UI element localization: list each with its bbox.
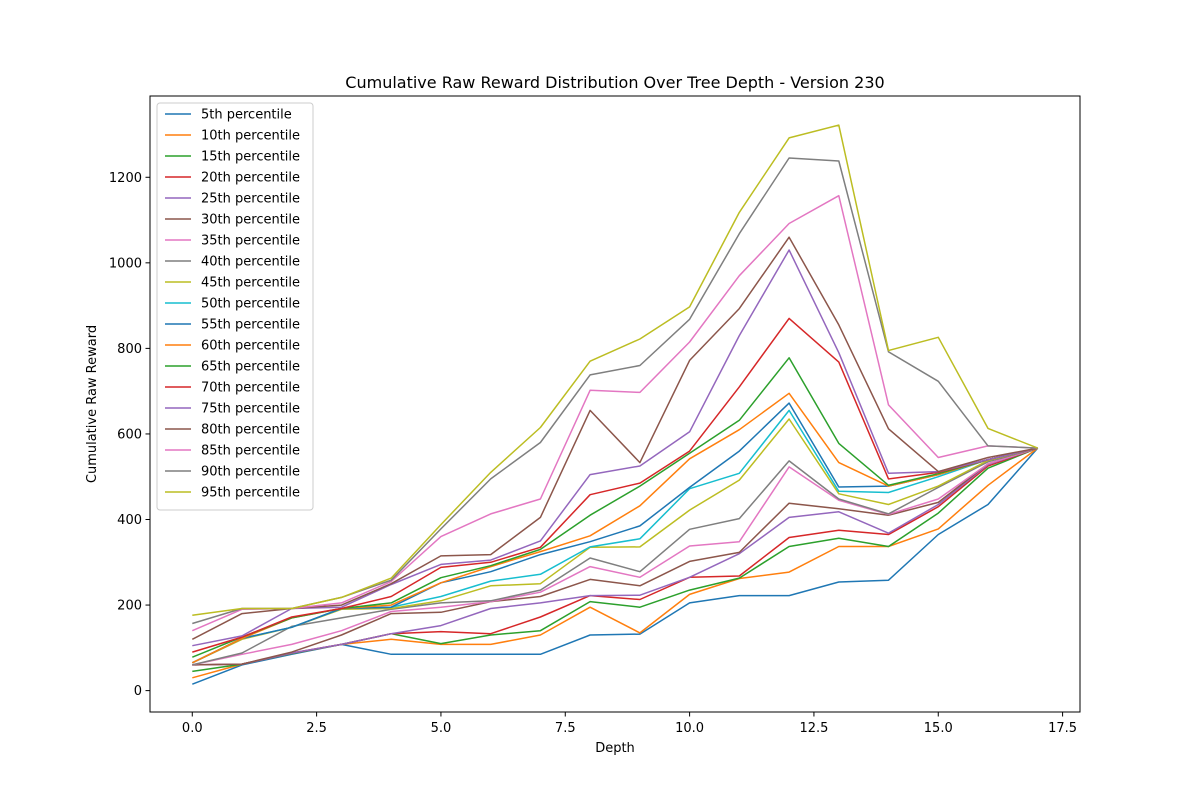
series-line-19 — [192, 124, 1038, 617]
y-tick-label: 200 — [117, 599, 142, 614]
legend-entry-label: 15th percentile — [201, 150, 300, 165]
legend-entry-label: 10th percentile — [201, 129, 300, 144]
x-tick-label: 2.5 — [306, 721, 327, 736]
legend-entry-label: 80th percentile — [201, 423, 300, 438]
legend-entry-label: 90th percentile — [201, 465, 300, 480]
legend-entry-label: 45th percentile — [201, 276, 300, 291]
series-line-8 — [192, 447, 1038, 666]
chart-title: Cumulative Raw Reward Distribution Over … — [345, 73, 884, 92]
series-line-6 — [192, 447, 1038, 666]
series-line-16 — [191, 236, 1038, 640]
legend-entry-label: 35th percentile — [201, 234, 300, 249]
series-line-17 — [192, 194, 1038, 632]
axes-frame — [149, 95, 1081, 713]
y-tick-label: 0 — [134, 684, 142, 699]
legend-box — [156, 102, 314, 511]
y-axis-label: Cumulative Raw Reward — [85, 325, 100, 483]
series-line-5 — [192, 447, 1038, 666]
y-tick-label: 1000 — [109, 256, 142, 271]
legend-entry-label: 85th percentile — [201, 444, 300, 459]
y-tick-label: 800 — [117, 342, 142, 357]
legend-entry-label: 25th percentile — [201, 192, 300, 207]
y-tick-label: 600 — [117, 427, 142, 442]
legend-entry-label: 60th percentile — [201, 339, 300, 354]
legend-entry-label: 20th percentile — [201, 171, 300, 186]
legend-entry-label: 30th percentile — [201, 213, 300, 228]
x-tick-label: 0.0 — [182, 721, 203, 736]
legend-entry-label: 50th percentile — [201, 297, 300, 312]
legend-entry-label: 75th percentile — [201, 402, 300, 417]
x-axis-label: Depth — [595, 741, 635, 756]
legend-entry-label: 95th percentile — [201, 486, 300, 501]
x-tick-label: 5.0 — [431, 721, 452, 736]
legend-entry-label: 55th percentile — [201, 318, 300, 333]
series-lines — [191, 124, 1039, 685]
x-tick-label: 17.5 — [1048, 721, 1077, 736]
legend-entry-label: 65th percentile — [201, 360, 300, 375]
x-tick-label: 15.0 — [924, 721, 953, 736]
y-tick-label: 1200 — [109, 171, 142, 186]
y-axis: 0 200 400 600 800 1000 1200 — [109, 171, 150, 699]
legend-entry-label: 5th percentile — [201, 108, 292, 123]
series-line-7 — [192, 447, 1038, 666]
legend: 5th percentile 10th percentile 15th percen… — [156, 102, 314, 511]
y-tick-label: 400 — [117, 513, 142, 528]
series-line-15 — [192, 249, 1038, 647]
x-tick-label: 10.0 — [675, 721, 704, 736]
legend-entry-label: 40th percentile — [201, 255, 300, 270]
x-axis: 0.0 2.5 5.0 7.5 10.0 12.5 15.0 17.5 — [182, 712, 1077, 736]
legend-entry-label: 70th percentile — [201, 381, 300, 396]
x-tick-label: 12.5 — [799, 721, 828, 736]
series-line-14 — [192, 317, 1038, 653]
x-tick-label: 7.5 — [555, 721, 576, 736]
